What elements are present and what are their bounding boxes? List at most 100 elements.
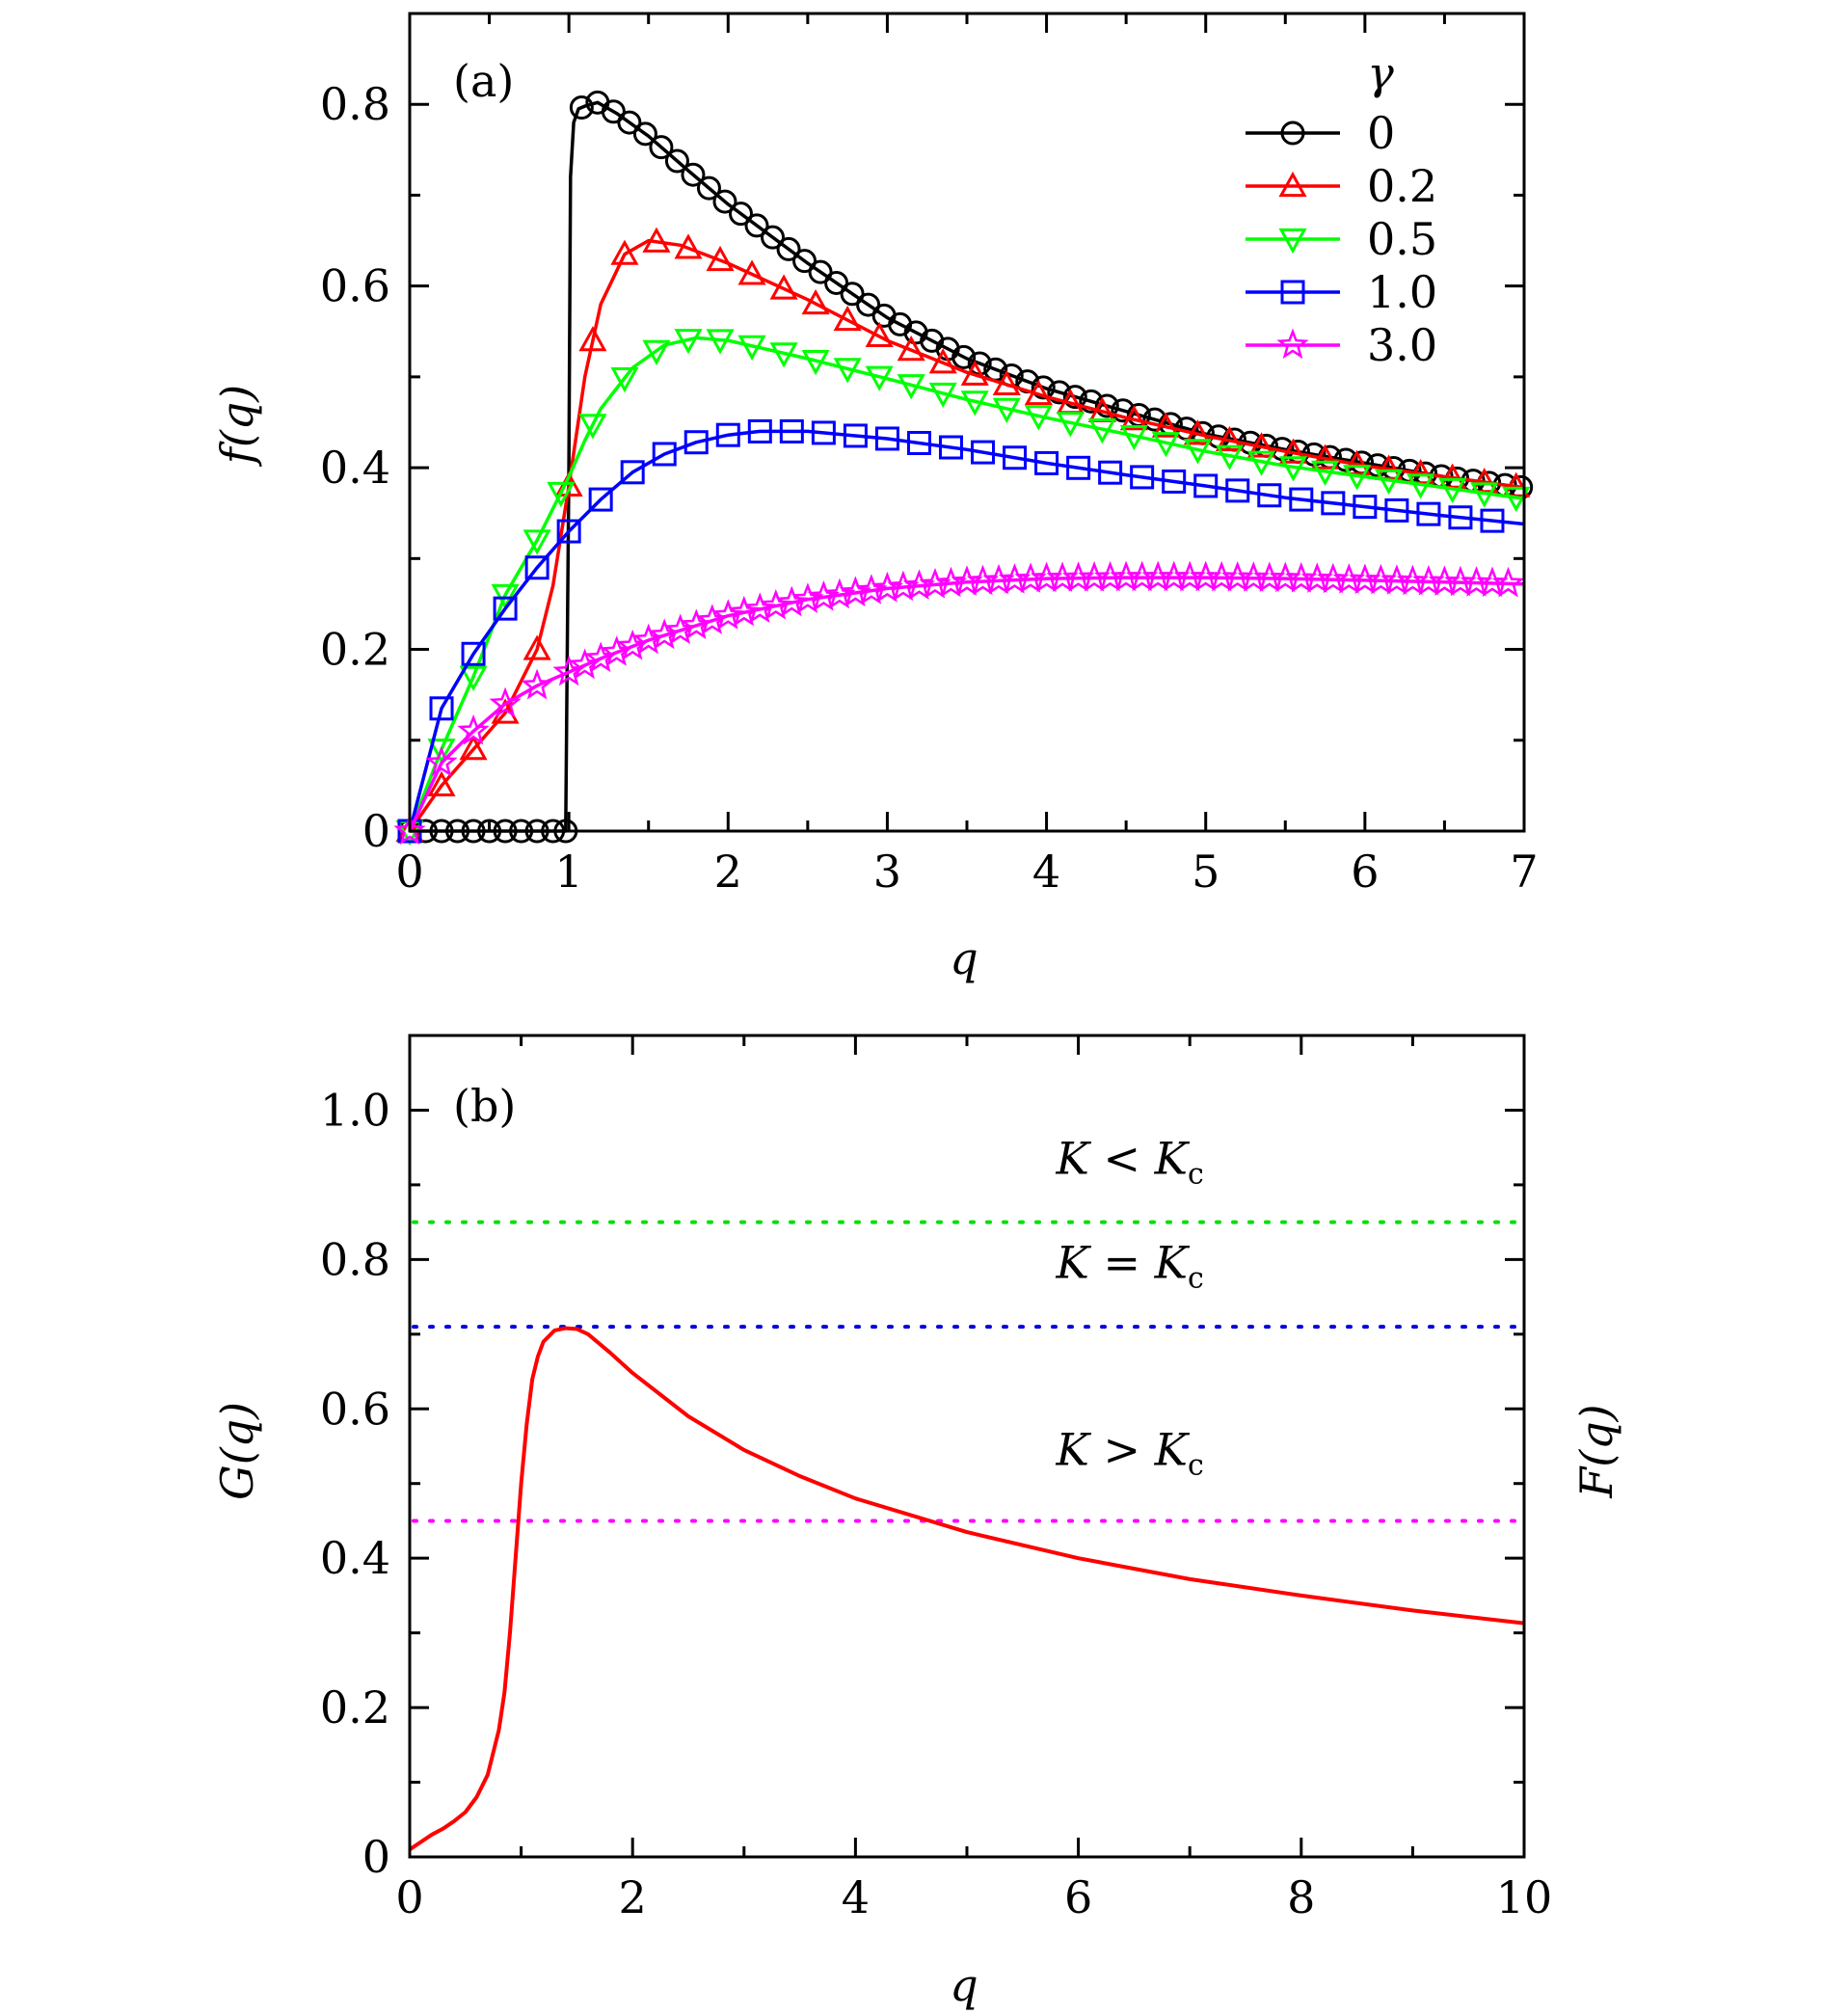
data-point-gamma-0.2 <box>865 321 894 348</box>
y-tick-label: 0.6 <box>320 260 390 312</box>
data-point-gamma-0 <box>951 344 977 369</box>
legend-label: 0.2 <box>1367 160 1437 212</box>
legend-label: 3.0 <box>1367 319 1437 371</box>
data-point-gamma-0.2 <box>1119 405 1148 431</box>
legend-marker <box>1280 121 1305 146</box>
data-point-gamma-0.2 <box>1246 432 1276 458</box>
data-point-gamma-1.0 <box>779 418 804 444</box>
data-point-gamma-0 <box>808 259 833 284</box>
data-point-gamma-0.5 <box>1151 432 1180 458</box>
data-point-gamma-0.5 <box>1024 405 1053 431</box>
data-point-gamma-0.5 <box>459 665 488 691</box>
x-tick-label: 5 <box>1192 846 1219 898</box>
data-point-gamma-0.5 <box>1215 444 1245 470</box>
data-point-gamma-1.0 <box>1003 445 1028 470</box>
data-point-gamma-0.5 <box>833 358 862 384</box>
data-point-gamma-0.2 <box>1343 449 1372 475</box>
data-point-gamma-3.0 <box>711 599 744 630</box>
data-point-gamma-1.0 <box>1448 505 1473 530</box>
data-point-gamma-0 <box>824 270 849 295</box>
panel-b-ticks: 0 2 4 6 8 10 0 0.2 0.4 0.6 0.8 1.0 <box>320 1035 1552 1923</box>
data-point-gamma-1.0 <box>429 696 454 721</box>
data-point-gamma-0 <box>1142 407 1167 432</box>
data-point-gamma-3.0 <box>728 595 761 627</box>
data-point-gamma-1.0 <box>874 426 899 451</box>
data-point-gamma-0.5 <box>1087 418 1116 444</box>
data-point-gamma-0.5 <box>642 339 671 365</box>
legend-marker <box>1280 280 1305 305</box>
data-point-gamma-0.5 <box>1375 469 1404 496</box>
data-point-gamma-0 <box>856 292 881 317</box>
data-point-gamma-0.2 <box>674 233 703 259</box>
panel-a-ticks: 0 1 2 3 4 5 6 700.20.40.60.8 <box>320 13 1539 898</box>
data-point-gamma-0.5 <box>737 335 766 361</box>
legend-marker <box>1278 228 1307 255</box>
data-point-gamma-1.0 <box>1480 508 1505 533</box>
data-point-gamma-0.2 <box>960 360 989 386</box>
panel-a-ylabel: f(q) <box>211 385 263 467</box>
data-point-gamma-1.0 <box>1193 473 1219 498</box>
data-point-gamma-0 <box>761 225 786 250</box>
x-tick-label: 4 <box>1032 846 1060 898</box>
data-point-gamma-0.2 <box>928 348 957 374</box>
panel-a-frame <box>408 12 1526 833</box>
data-point-gamma-0.2 <box>737 259 766 285</box>
x-tick-label: 10 <box>1496 1871 1553 1923</box>
data-point-gamma-3.0 <box>855 574 888 605</box>
data-point-gamma-0.2 <box>1151 412 1180 438</box>
data-point-gamma-1.0 <box>1416 501 1441 526</box>
data-point-gamma-3.0 <box>871 571 904 603</box>
data-point-gamma-0 <box>1031 375 1056 400</box>
data-point-gamma-0.5 <box>610 366 639 393</box>
data-point-gamma-1.0 <box>747 418 772 444</box>
data-point-gamma-1.0 <box>556 519 581 544</box>
data-point-gamma-1.0 <box>588 487 613 512</box>
y-tick-label: 0.4 <box>320 1532 390 1584</box>
data-point-gamma-0.2 <box>1183 419 1213 445</box>
data-point-gamma-0.2 <box>769 274 798 300</box>
data-point-gamma-0.2 <box>706 245 735 272</box>
series-line-G <box>408 1326 1525 1851</box>
data-point-gamma-1.0 <box>1384 497 1409 523</box>
data-point-gamma-0.5 <box>1183 439 1213 465</box>
x-tick-label: 0 <box>395 846 423 898</box>
data-point-gamma-3.0 <box>425 745 458 777</box>
panel-b-xlabel: q <box>950 1959 978 2011</box>
data-point-gamma-0.5 <box>578 414 607 440</box>
y-tick-label: 0.2 <box>320 624 390 676</box>
data-point-gamma-0.2 <box>642 227 671 253</box>
panel-b-ylabel: G(q) <box>211 1402 263 1500</box>
data-point-gamma-0.2 <box>992 369 1021 395</box>
y-tick-label: 0 <box>362 805 390 857</box>
data-point-gamma-1.0 <box>938 435 963 460</box>
y-tick-label: 0 <box>362 1831 390 1883</box>
data-point-gamma-3.0 <box>457 713 490 745</box>
data-point-gamma-0.5 <box>897 374 925 400</box>
data-point-gamma-0.5 <box>928 382 957 409</box>
data-point-gamma-0.5 <box>547 481 576 508</box>
data-point-gamma-0.5 <box>801 350 830 376</box>
data-point-gamma-1.0 <box>1321 491 1346 516</box>
data-point-gamma-0.2 <box>427 770 456 796</box>
legend-marker <box>1278 171 1307 198</box>
data-point-gamma-1.0 <box>524 555 549 580</box>
data-point-gamma-0 <box>664 148 689 174</box>
x-tick-label: 0 <box>395 1871 423 1923</box>
data-point-gamma-0 <box>632 121 657 147</box>
data-point-gamma-0.5 <box>1407 473 1435 499</box>
y-tick-label: 0.4 <box>320 442 390 494</box>
data-point-gamma-3.0 <box>887 570 920 602</box>
data-point-gamma-0.2 <box>1278 438 1308 464</box>
data-point-gamma-3.0 <box>743 592 776 624</box>
panel-a-xlabel: q <box>950 932 978 984</box>
data-point-gamma-0 <box>792 249 817 274</box>
data-point-gamma-3.0 <box>823 578 856 609</box>
series-line-gamma-0.2 <box>408 238 1525 833</box>
data-point-gamma-1.0 <box>906 430 931 455</box>
annotation-subscript: c <box>1188 1157 1204 1191</box>
data-point-gamma-3.0 <box>1491 566 1525 598</box>
data-point-gamma-0.5 <box>674 329 703 355</box>
data-point-gamma-0 <box>649 135 674 160</box>
